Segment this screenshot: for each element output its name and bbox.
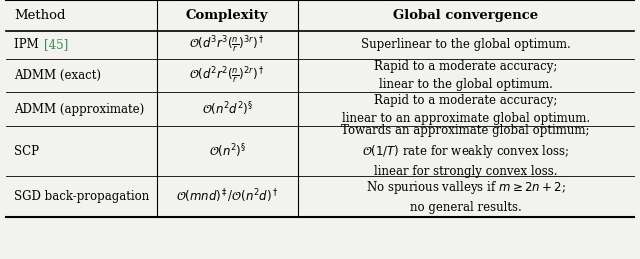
Text: Superlinear to the global optimum.: Superlinear to the global optimum. xyxy=(361,38,570,51)
Text: Rapid to a moderate accuracy;
linear to the global optimum.: Rapid to a moderate accuracy; linear to … xyxy=(374,60,557,91)
Text: No spurious valleys if $m \geq 2n+2$;
no general results.: No spurious valleys if $m \geq 2n+2$; no… xyxy=(365,179,566,214)
Text: $\mathcal{O}(d^2r^2(\frac{n}{r})^{2r})^\dagger$: $\mathcal{O}(d^2r^2(\frac{n}{r})^{2r})^\… xyxy=(189,65,265,85)
Text: $\mathcal{O}(d^3r^3(\frac{n}{r})^{3r})^\dagger$: $\mathcal{O}(d^3r^3(\frac{n}{r})^{3r})^\… xyxy=(189,34,265,55)
Text: $\mathcal{O}(mnd)^\ddagger$/$\mathcal{O}(n^2d)^\dagger$: $\mathcal{O}(mnd)^\ddagger$/$\mathcal{O}… xyxy=(176,188,278,205)
Text: $\mathcal{O}(n^2)^\S$: $\mathcal{O}(n^2)^\S$ xyxy=(209,142,246,160)
Text: Rapid to a moderate accuracy;
linear to an approximate global optimum.: Rapid to a moderate accuracy; linear to … xyxy=(342,93,589,125)
Text: SGD back-propagation: SGD back-propagation xyxy=(14,190,149,203)
Text: Complexity: Complexity xyxy=(186,9,268,22)
Text: Method: Method xyxy=(14,9,65,22)
Text: Towards an approximate global optimum;
$\mathcal{O}(1/T)$ rate for weakly convex: Towards an approximate global optimum; $… xyxy=(341,124,590,178)
Text: IPM: IPM xyxy=(14,38,43,51)
Text: ADMM (approximate): ADMM (approximate) xyxy=(14,103,145,116)
Text: $\mathcal{O}(n^2d^2)^\S$: $\mathcal{O}(n^2d^2)^\S$ xyxy=(202,100,253,118)
Text: Global convergence: Global convergence xyxy=(393,9,538,22)
Text: ADMM (exact): ADMM (exact) xyxy=(14,69,101,82)
Text: [45]: [45] xyxy=(44,38,68,51)
Text: SCP: SCP xyxy=(14,145,39,158)
